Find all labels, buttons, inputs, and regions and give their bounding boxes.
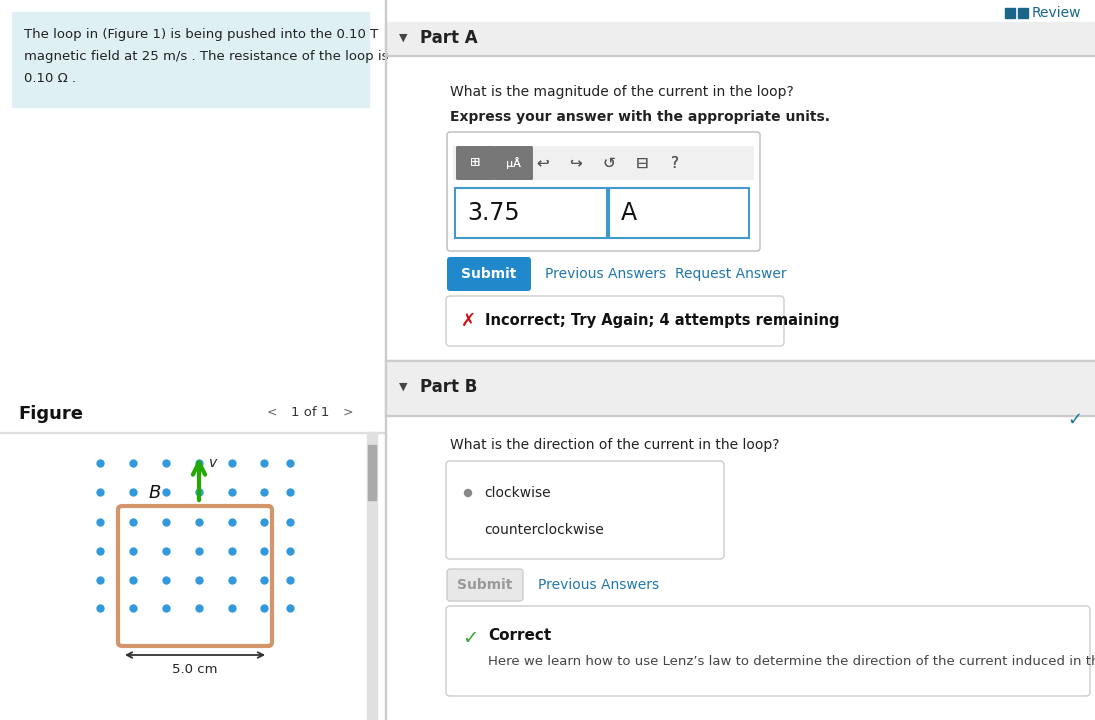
Text: ↪: ↪: [569, 156, 583, 171]
FancyBboxPatch shape: [446, 606, 1090, 696]
Text: 5.0 cm: 5.0 cm: [172, 663, 218, 676]
FancyBboxPatch shape: [447, 132, 760, 251]
FancyBboxPatch shape: [447, 257, 531, 291]
Text: 0.10 Ω .: 0.10 Ω .: [24, 72, 77, 85]
Bar: [385, 415, 1095, 416]
Text: ⊞: ⊞: [470, 156, 481, 169]
Text: ↺: ↺: [602, 156, 615, 171]
Text: Figure: Figure: [18, 405, 83, 423]
FancyBboxPatch shape: [446, 461, 724, 559]
Text: 1 of 1: 1 of 1: [291, 405, 330, 418]
Bar: [609, 188, 749, 238]
Text: v: v: [209, 456, 217, 470]
Bar: [368, 445, 376, 500]
FancyBboxPatch shape: [456, 146, 495, 180]
Text: ↪: ↪: [569, 156, 583, 171]
Bar: [1005, 8, 1015, 18]
Text: Part A: Part A: [420, 29, 477, 47]
Bar: [0, 432, 385, 433]
Text: Request Answer: Request Answer: [675, 267, 786, 281]
Text: μÅ: μÅ: [506, 157, 520, 169]
FancyBboxPatch shape: [494, 146, 533, 180]
Text: Here we learn how to use Lenz’s law to determine the direction of the current in: Here we learn how to use Lenz’s law to d…: [488, 655, 1095, 668]
Text: ⊞: ⊞: [470, 156, 481, 169]
Text: Submit: Submit: [458, 578, 512, 592]
Bar: [385, 415, 1095, 720]
Bar: [1018, 8, 1028, 18]
Text: >: >: [343, 405, 354, 418]
Circle shape: [260, 399, 285, 425]
Bar: [385, 0, 1095, 720]
Text: magnetic field at 25 m/s . The resistance of the loop is: magnetic field at 25 m/s . The resistanc…: [24, 50, 389, 63]
Text: What is the magnitude of the current in the loop?: What is the magnitude of the current in …: [450, 85, 794, 99]
Bar: [385, 55, 1095, 385]
Text: Previous Answers: Previous Answers: [545, 267, 666, 281]
Bar: [456, 188, 607, 238]
Text: Incorrect; Try Again; 4 attempts remaining: Incorrect; Try Again; 4 attempts remaini…: [485, 313, 840, 328]
Text: ⊟: ⊟: [635, 156, 648, 171]
Text: ?: ?: [671, 156, 679, 171]
Text: Review: Review: [1031, 6, 1082, 20]
Text: μÅ: μÅ: [506, 157, 520, 169]
Text: counterclockwise: counterclockwise: [484, 523, 603, 537]
Text: Correct: Correct: [488, 629, 551, 644]
Bar: [385, 22, 1095, 55]
Text: ✓: ✓: [1068, 411, 1083, 429]
Text: What is the direction of the current in the loop?: What is the direction of the current in …: [450, 438, 780, 452]
Text: <: <: [267, 405, 277, 418]
FancyBboxPatch shape: [494, 146, 533, 180]
Text: ↺: ↺: [602, 156, 615, 171]
Circle shape: [464, 490, 472, 497]
Bar: [385, 360, 1095, 361]
Text: ✓: ✓: [462, 629, 479, 647]
Text: ↩: ↩: [537, 156, 550, 171]
Text: 3.75: 3.75: [466, 201, 520, 225]
Bar: [385, 55, 1095, 56]
FancyBboxPatch shape: [456, 146, 495, 180]
Bar: [367, 432, 377, 720]
Text: ▼: ▼: [399, 33, 407, 43]
Text: Part B: Part B: [420, 378, 477, 396]
Text: ?: ?: [671, 156, 679, 171]
Bar: [385, 360, 1095, 415]
FancyBboxPatch shape: [446, 296, 784, 346]
Text: ✗: ✗: [460, 312, 475, 330]
Text: Submit: Submit: [461, 267, 517, 281]
Circle shape: [335, 399, 361, 425]
Text: Previous Answers: Previous Answers: [538, 578, 659, 592]
Circle shape: [460, 522, 476, 538]
Circle shape: [460, 485, 476, 501]
Text: B: B: [149, 484, 161, 502]
Text: ↩: ↩: [537, 156, 550, 171]
Text: The loop in (Figure 1) is being pushed into the 0.10 T: The loop in (Figure 1) is being pushed i…: [24, 28, 378, 41]
Text: A: A: [621, 201, 637, 225]
FancyBboxPatch shape: [447, 569, 523, 601]
Text: clockwise: clockwise: [484, 486, 551, 500]
Bar: [453, 146, 754, 180]
Text: ▼: ▼: [399, 382, 407, 392]
Text: Express your answer with the appropriate units.: Express your answer with the appropriate…: [450, 110, 830, 124]
Text: ⊟: ⊟: [635, 156, 648, 171]
Bar: [12, 12, 369, 107]
